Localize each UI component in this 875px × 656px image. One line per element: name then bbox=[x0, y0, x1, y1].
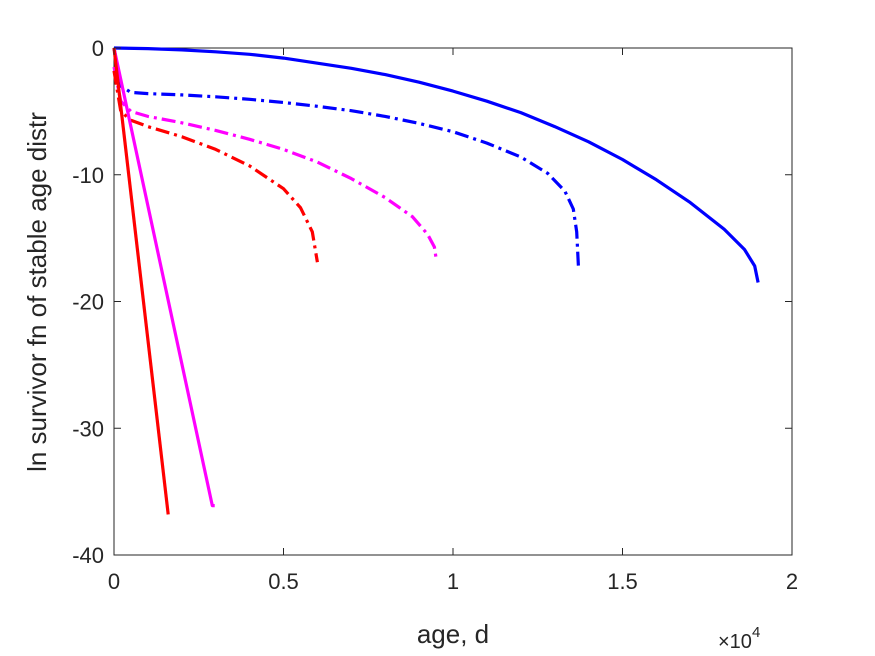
x-axis-title: age, d bbox=[417, 619, 489, 649]
y-axis-title: ln survivor fn of stable age distr bbox=[22, 112, 52, 472]
y-tick-label: -20 bbox=[72, 290, 104, 315]
series-line-1 bbox=[113, 46, 760, 283]
x-tick-label: 2 bbox=[786, 569, 798, 594]
series-line-6 bbox=[112, 47, 170, 515]
series-line-2 bbox=[112, 47, 580, 267]
plot-area bbox=[113, 47, 793, 556]
series-line-3 bbox=[112, 66, 438, 259]
y-tick-label: -40 bbox=[72, 543, 104, 568]
axes-box bbox=[113, 47, 793, 556]
y-tick-label: -30 bbox=[72, 416, 104, 441]
ticks-layer: 0 0.5 1 1.5 2 0 -10 -20 -30 -40 bbox=[72, 36, 798, 594]
series-layer bbox=[112, 46, 760, 515]
x-tick-label: 1 bbox=[447, 569, 459, 594]
series-line-4 bbox=[112, 70, 319, 263]
x-exponent-power: 4 bbox=[752, 624, 760, 641]
x-axis-exponent: ×104 bbox=[718, 624, 760, 653]
x-exponent-base: ×10 bbox=[718, 631, 752, 653]
y-tick-label: -10 bbox=[72, 163, 104, 188]
series-line-5 bbox=[112, 47, 215, 508]
y-tick-label: 0 bbox=[92, 36, 104, 61]
x-tick-label: 1.5 bbox=[607, 569, 638, 594]
x-tick-label: 0 bbox=[108, 569, 120, 594]
x-tick-label: 0.5 bbox=[268, 569, 299, 594]
